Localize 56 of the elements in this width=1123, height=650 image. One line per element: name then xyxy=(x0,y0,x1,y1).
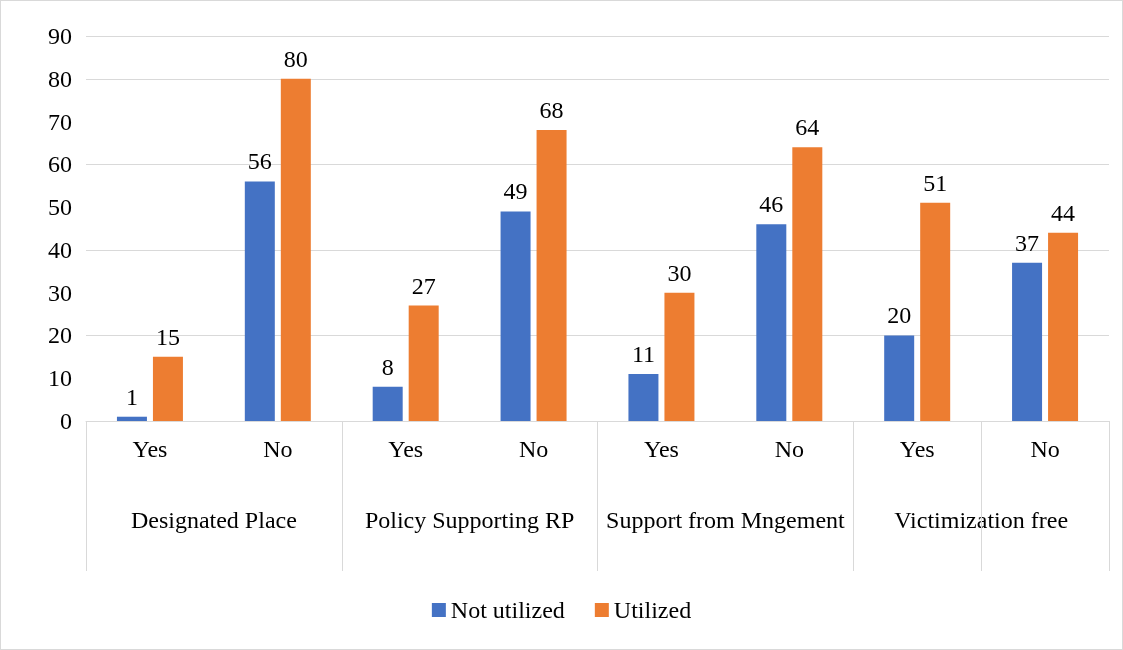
text: Policy Supporting RP xyxy=(364,507,575,533)
data-label: 51 xyxy=(923,169,948,196)
data-label: 49 xyxy=(503,178,528,205)
y-tick-label: 50 xyxy=(48,194,72,221)
y-tick-label: 60 xyxy=(48,151,72,178)
bar xyxy=(1012,262,1043,421)
data-label: 80 xyxy=(283,45,308,72)
bar xyxy=(116,416,147,421)
text: Designated Place xyxy=(130,507,297,533)
y-tick-label: 10 xyxy=(48,365,72,392)
data-label: 56 xyxy=(247,148,272,175)
data-label: 20 xyxy=(887,302,912,329)
data-label: 30 xyxy=(667,259,692,286)
x-tick-label: Yes xyxy=(132,436,168,462)
data-label: 15 xyxy=(155,323,180,350)
bar xyxy=(628,373,659,421)
data-label: 46 xyxy=(759,191,784,218)
bar xyxy=(756,224,787,421)
bar xyxy=(408,305,439,421)
data-label: 11 xyxy=(631,340,655,367)
bar xyxy=(920,202,951,421)
bar xyxy=(244,181,275,421)
x-tick-label: No xyxy=(518,436,549,462)
data-label: 8 xyxy=(381,353,394,380)
data-label: 44 xyxy=(1051,199,1076,226)
bar xyxy=(536,130,567,421)
y-tick-label: 0 xyxy=(60,408,72,434)
bar xyxy=(792,147,823,421)
bar xyxy=(1048,232,1079,421)
y-tick-label: 70 xyxy=(48,108,72,135)
bar xyxy=(372,386,403,421)
data-label: 37 xyxy=(1015,229,1040,256)
text: Victimization free xyxy=(894,507,1069,533)
bar xyxy=(500,211,531,421)
y-tick-label: 30 xyxy=(48,279,72,306)
legend-label: Utilized xyxy=(613,597,692,623)
x-tick-label: No xyxy=(774,436,804,462)
y-tick-label: 40 xyxy=(48,236,72,263)
y-tick-label: 80 xyxy=(48,65,72,92)
x-tick-label: Yes xyxy=(899,436,935,462)
x-tick-label: No xyxy=(263,436,293,462)
legend-label: Not utilized xyxy=(450,597,565,623)
text: Support from Mngement xyxy=(606,507,846,533)
data-label: 1 xyxy=(125,383,138,410)
bar xyxy=(884,335,915,421)
y-tick-label: 90 xyxy=(48,23,72,49)
bar xyxy=(664,292,695,421)
x-tick-label: No xyxy=(1030,436,1060,462)
bar xyxy=(280,78,311,421)
data-label: 64 xyxy=(795,114,820,141)
bar xyxy=(152,356,183,421)
y-tick-label: 20 xyxy=(48,322,72,349)
x-tick-label: Yes xyxy=(643,436,679,462)
x-tick-label: Yes xyxy=(388,436,424,462)
data-label: 68 xyxy=(539,97,564,124)
data-label: 27 xyxy=(411,272,436,299)
